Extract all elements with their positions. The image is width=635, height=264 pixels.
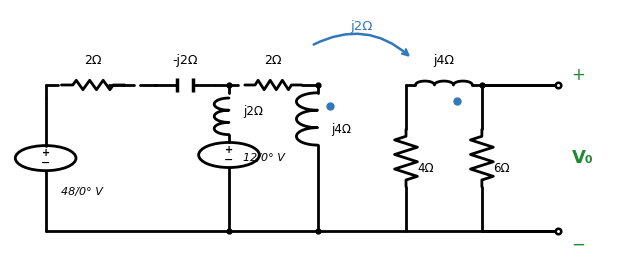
Text: −: − xyxy=(41,158,50,168)
Text: 4Ω: 4Ω xyxy=(417,162,434,175)
Text: j2Ω: j2Ω xyxy=(351,20,373,33)
Text: -j2Ω: -j2Ω xyxy=(172,54,197,67)
Text: 12∕̇0° V: 12∕̇0° V xyxy=(243,153,284,163)
Text: j4Ω: j4Ω xyxy=(331,123,351,136)
Text: −: − xyxy=(224,155,234,165)
Text: +: + xyxy=(41,148,50,158)
Text: V₀: V₀ xyxy=(572,149,593,167)
Text: 2Ω: 2Ω xyxy=(84,54,102,67)
Text: 2Ω: 2Ω xyxy=(265,54,282,67)
Text: +: + xyxy=(572,65,585,83)
Text: j4Ω: j4Ω xyxy=(434,54,455,67)
Text: j2Ω: j2Ω xyxy=(243,105,263,117)
Text: 6Ω: 6Ω xyxy=(493,162,510,175)
Text: −: − xyxy=(572,235,585,253)
Text: +: + xyxy=(225,145,233,155)
Text: 48∕̇0° V: 48∕̇0° V xyxy=(62,187,104,197)
